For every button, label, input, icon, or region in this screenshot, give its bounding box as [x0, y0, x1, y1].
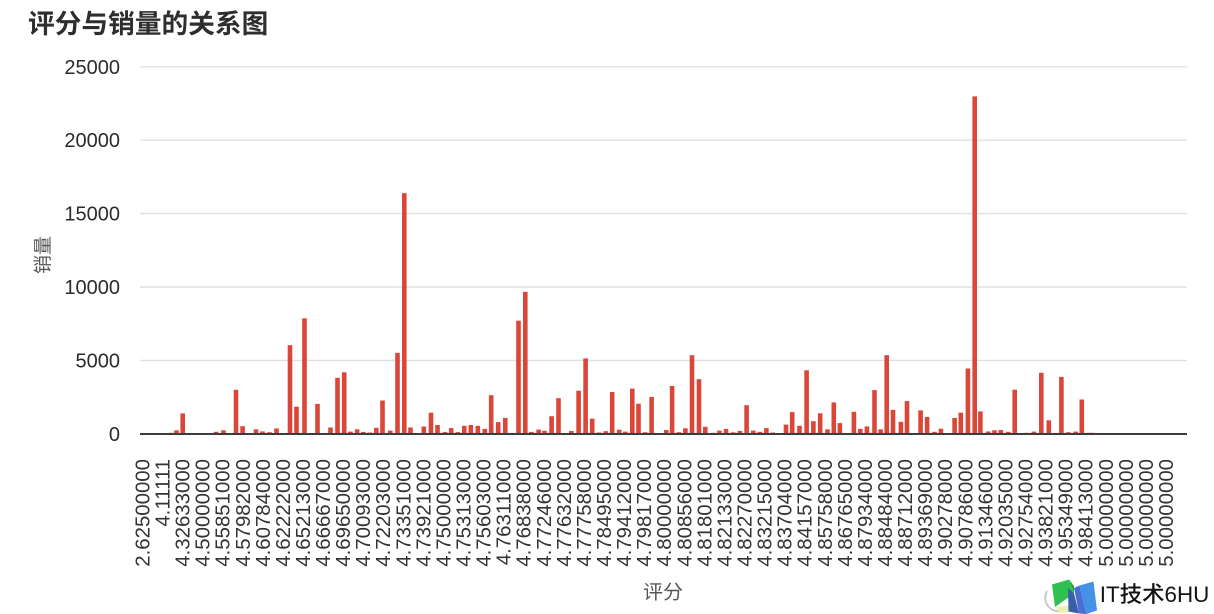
svg-text:4.75000000: 4.75000000: [434, 459, 456, 567]
svg-text:20000: 20000: [64, 130, 120, 152]
svg-text:4.86765000: 4.86765000: [835, 459, 857, 567]
svg-text:5.00000000: 5.00000000: [1096, 459, 1118, 567]
svg-text:4.85758000: 4.85758000: [815, 459, 837, 567]
svg-text:4.79412000: 4.79412000: [614, 459, 636, 567]
svg-text:4.77246000: 4.77246000: [534, 459, 556, 567]
svg-text:4.32633000: 4.32633000: [173, 459, 195, 567]
svg-text:4.70093000: 4.70093000: [353, 459, 375, 567]
svg-text:4.62222000: 4.62222000: [273, 459, 295, 567]
svg-text:4.50000000: 4.50000000: [193, 459, 215, 567]
svg-text:10000: 10000: [64, 277, 120, 299]
svg-text:2.62500000: 2.62500000: [132, 459, 154, 567]
svg-text:4.82270000: 4.82270000: [735, 459, 757, 567]
svg-text:4.76311000: 4.76311000: [494, 459, 516, 565]
svg-text:25000: 25000: [64, 57, 120, 79]
svg-text:4.87934000: 4.87934000: [855, 459, 877, 567]
svg-text:4.69650000: 4.69650000: [333, 459, 355, 567]
svg-text:4.91346000: 4.91346000: [975, 459, 997, 567]
svg-text:5.00000000: 5.00000000: [1136, 459, 1158, 567]
svg-text:4.83704000: 4.83704000: [775, 459, 797, 567]
svg-text:4.79817000: 4.79817000: [634, 459, 656, 567]
svg-text:4.60784000: 4.60784000: [253, 459, 275, 567]
svg-text:4.80000000: 4.80000000: [654, 459, 676, 567]
svg-text:IT: IT: [1100, 582, 1120, 607]
svg-text:4.81801000: 4.81801000: [694, 459, 716, 567]
svg-text:6HU: 6HU: [1165, 582, 1210, 607]
svg-text:0: 0: [109, 424, 120, 446]
svg-text:15000: 15000: [64, 204, 120, 226]
svg-text:4.11111: 4.11111: [153, 459, 175, 527]
svg-text:4.72203000: 4.72203000: [373, 459, 395, 567]
svg-text:4.83215000: 4.83215000: [755, 459, 777, 567]
svg-text:4.93821000: 4.93821000: [1036, 459, 1058, 567]
svg-text:4.88484000: 4.88484000: [875, 459, 897, 567]
svg-text:5.00000000: 5.00000000: [1156, 459, 1178, 567]
svg-text:5.00000000: 5.00000000: [1116, 459, 1138, 567]
svg-text:4.76838000: 4.76838000: [514, 459, 536, 567]
svg-text:4.84157000: 4.84157000: [795, 459, 817, 567]
svg-text:4.82133000: 4.82133000: [714, 459, 736, 567]
svg-text:4.77758000: 4.77758000: [574, 459, 596, 567]
svg-text:4.75313000: 4.75313000: [454, 459, 476, 567]
svg-text:4.57982000: 4.57982000: [233, 459, 255, 567]
svg-text:4.75603000: 4.75603000: [474, 459, 496, 567]
svg-text:4.90278000: 4.90278000: [935, 459, 957, 567]
svg-text:4.55851000: 4.55851000: [213, 459, 235, 567]
svg-text:4.88712000: 4.88712000: [895, 459, 917, 567]
svg-text:4.78495000: 4.78495000: [594, 459, 616, 567]
svg-text:4.73351000: 4.73351000: [393, 459, 415, 567]
svg-text:4.90786000: 4.90786000: [955, 459, 977, 567]
svg-text:4.92754000: 4.92754000: [1016, 459, 1038, 567]
svg-text:4.73921000: 4.73921000: [413, 459, 435, 567]
svg-text:4.98413000: 4.98413000: [1076, 459, 1098, 567]
svg-text:4.77632000: 4.77632000: [554, 459, 576, 567]
svg-text:4.66667000: 4.66667000: [313, 459, 335, 567]
svg-text:4.89369000: 4.89369000: [915, 459, 937, 567]
svg-text:4.92035000: 4.92035000: [995, 459, 1017, 567]
svg-text:5000: 5000: [76, 350, 121, 372]
svg-text:4.80856000: 4.80856000: [674, 459, 696, 567]
svg-text:4.65213000: 4.65213000: [293, 459, 315, 567]
svg-text:4.95349000: 4.95349000: [1056, 459, 1078, 567]
